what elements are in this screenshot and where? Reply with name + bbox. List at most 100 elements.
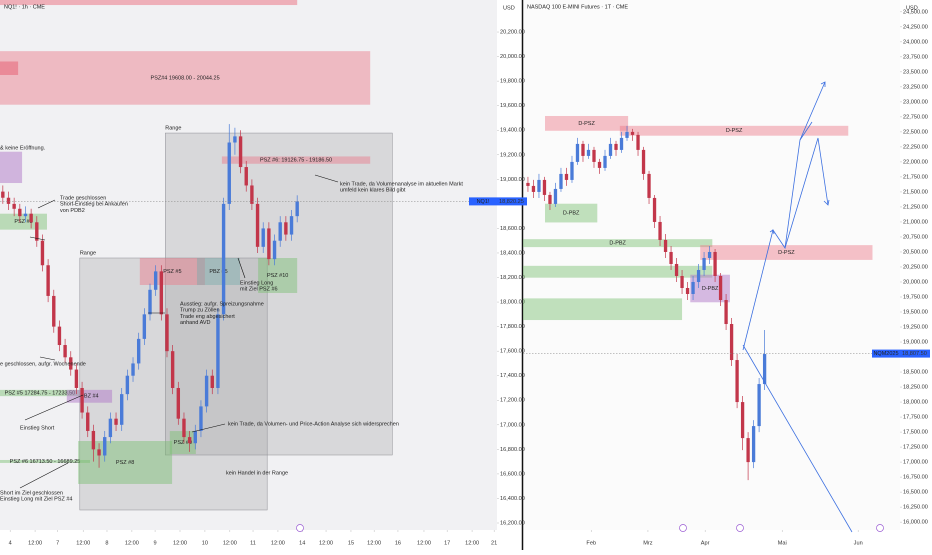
candle-body [603, 155, 607, 168]
zone [523, 239, 713, 248]
x-tick-label: 14 [299, 540, 305, 546]
y-tick-label: 19,750.00 [903, 294, 928, 300]
zone-label: PSZ #5 17284.75 - 17233.50 [5, 390, 76, 396]
y-tick-label: 24,500.00 [903, 9, 928, 15]
arrow-path [784, 137, 829, 249]
candle-body [103, 437, 107, 456]
x-tick-label: 4 [9, 540, 12, 546]
candle-body [29, 213, 33, 223]
candle-body [526, 182, 530, 186]
candle-body [12, 203, 16, 209]
candle-body [729, 324, 734, 361]
candle-body [18, 208, 22, 217]
x-tick-label: 10 [202, 540, 208, 546]
candle-body [548, 194, 552, 204]
x-tick-label: 12:00 [125, 540, 139, 546]
right-plot-bg [523, 0, 900, 530]
candle-body [570, 161, 574, 180]
zone [619, 125, 849, 136]
zone [0, 51, 371, 105]
candle-body [746, 438, 750, 463]
y-tick-label: 23,000.00 [903, 99, 928, 105]
candle-body [199, 406, 203, 431]
x-tick-label: 12:00 [417, 540, 431, 546]
x-tick-label: Jun [854, 540, 863, 546]
annotation: Einstieg Long mit Ziel PSZ #4 [0, 497, 72, 503]
event-marker [876, 524, 884, 532]
x-tick-label: 12:00 [28, 540, 42, 546]
zone-label: PSZ #10 [267, 273, 288, 279]
y-tick-label: 17,600.00 [500, 349, 525, 355]
candle-body [69, 357, 73, 370]
y-tick-label: 24,250.00 [903, 24, 928, 30]
candle-body [724, 300, 728, 325]
zone [139, 258, 205, 286]
y-tick-label: 21,250.00 [903, 204, 928, 210]
annotation: Trade eng abgesichert [180, 314, 235, 320]
candle-body [740, 402, 745, 439]
arrow-head [769, 229, 775, 235]
y-tick-label: 18,200.00 [500, 275, 525, 281]
annotation: Trade geschlossen [60, 195, 106, 201]
y-tick-label: 19,500.00 [903, 309, 928, 315]
left-plot-bg [0, 0, 497, 530]
candle-body [718, 275, 723, 301]
x-tick-label: 12:00 [367, 540, 381, 546]
candle-body [597, 161, 602, 168]
candle-body [674, 263, 679, 276]
x-tick-label: 15 [348, 540, 354, 546]
x-tick-label: Mrz [643, 540, 653, 546]
y-tick-label: 20,250.00 [903, 264, 928, 270]
candle-body [685, 287, 690, 294]
y-tick-label: 23,500.00 [903, 69, 928, 75]
candle-body [114, 418, 118, 425]
candle-body [669, 251, 673, 264]
y-tick-label: 20,000.00 [500, 54, 525, 60]
y-tick-label: 16,800.00 [500, 447, 525, 453]
candle-body [581, 143, 585, 156]
candle-body [284, 222, 288, 235]
y-tick-label: 22,500.00 [903, 129, 928, 135]
currency-label: USD [503, 5, 515, 11]
candle-body [531, 185, 536, 192]
candle-body [575, 143, 580, 162]
y-tick-label: 22,000.00 [903, 159, 928, 165]
candle-body [762, 354, 767, 385]
x-tick-label: 12:00 [465, 540, 479, 546]
annotation-arrows [19, 174, 339, 489]
right-price-axis [900, 0, 932, 550]
x-tick-label: Apr [701, 540, 710, 546]
zone-label: D-PBZ [563, 211, 580, 217]
y-tick-label: 18,250.00 [903, 385, 928, 391]
y-tick-label: 16,400.00 [500, 496, 525, 502]
candle-body [614, 143, 618, 150]
zone-label: Range [165, 126, 181, 132]
candle-body [108, 418, 113, 438]
y-tick-label: 20,200.00 [500, 30, 525, 36]
y-tick-label: 17,250.00 [903, 445, 928, 451]
annotation: umfeld kein klares Bild gibt [340, 188, 406, 194]
zone [0, 0, 298, 6]
candle-body [592, 149, 596, 162]
candle-body [625, 131, 629, 138]
candle-body [261, 228, 265, 247]
zone [165, 132, 393, 456]
candle-body [120, 394, 124, 425]
candle-body [182, 418, 186, 438]
x-tick-label: 16 [395, 540, 401, 546]
y-tick-label: 17,750.00 [903, 415, 928, 421]
x-tick-label: 17 [444, 540, 450, 546]
arrow [237, 257, 246, 279]
candle-body [165, 314, 169, 352]
chart-title: NQ1! · 1h · CME [4, 4, 45, 10]
zone-label: D-PSZ [578, 121, 595, 127]
zone-label: PBZ #5 [209, 269, 227, 275]
y-tick-label: 22,250.00 [903, 144, 928, 150]
y-tick-label: 19,600.00 [500, 103, 525, 109]
candle-body [148, 289, 152, 315]
y-tick-label: 18,400.00 [500, 250, 525, 256]
y-tick-label: 17,500.00 [903, 430, 928, 436]
candle-body [233, 136, 237, 143]
candle-body [691, 281, 695, 294]
